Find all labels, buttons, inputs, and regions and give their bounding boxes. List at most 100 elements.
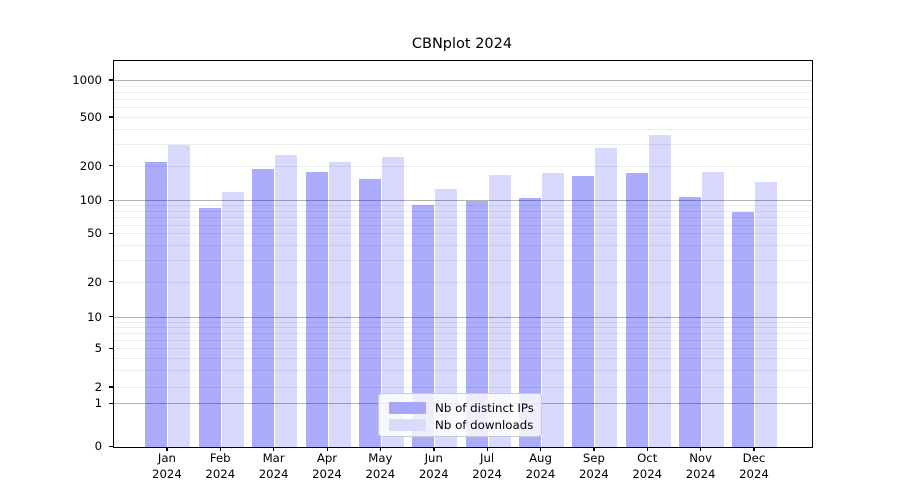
x-tick-label-aug: Aug 2024 bbox=[525, 451, 556, 481]
x-tick-label-apr: Apr 2024 bbox=[312, 451, 342, 481]
x-tick-label-mar: Mar 2024 bbox=[258, 451, 289, 481]
bar-ips-jan bbox=[145, 162, 168, 447]
x-tick-mark bbox=[486, 447, 488, 451]
x-tick-label-jan: Jan 2024 bbox=[152, 451, 182, 481]
bar-ips-jun bbox=[412, 204, 435, 447]
bar-ips-jul bbox=[465, 201, 488, 447]
x-tick-mark bbox=[166, 447, 168, 451]
bar-downloads-jul bbox=[488, 174, 511, 447]
minor-gridline bbox=[114, 245, 812, 247]
bar-ips-oct bbox=[625, 172, 648, 447]
minor-gridline bbox=[114, 128, 812, 130]
x-tick-mark bbox=[273, 447, 275, 451]
bar-downloads-apr bbox=[328, 161, 351, 447]
x-tick-label-dec: Dec 2024 bbox=[739, 451, 769, 481]
bar-downloads-sep bbox=[595, 147, 618, 447]
bar-ips-mar bbox=[252, 169, 275, 447]
y-tick-label-20: 20 bbox=[87, 274, 102, 289]
legend-swatch-downloads bbox=[389, 418, 426, 431]
minor-gridline bbox=[114, 217, 812, 219]
bar-downloads-may bbox=[381, 156, 404, 447]
minor-gridline bbox=[114, 326, 812, 328]
bar-downloads-oct bbox=[648, 135, 671, 447]
y-tick-mark bbox=[109, 165, 113, 167]
minor-gridline bbox=[114, 233, 812, 235]
x-tick-label-feb: Feb 2024 bbox=[205, 451, 236, 481]
x-tick-mark bbox=[379, 447, 382, 451]
chart-title: CBNplot 2024 bbox=[411, 36, 513, 52]
x-tick-mark bbox=[326, 447, 328, 451]
minor-gridline bbox=[114, 165, 812, 167]
minor-gridline bbox=[114, 357, 812, 359]
y-tick-label-2: 2 bbox=[94, 379, 102, 394]
minor-gridline bbox=[114, 98, 812, 100]
y-tick-label-500: 500 bbox=[79, 109, 102, 124]
y-tick-label-1: 1 bbox=[94, 396, 102, 411]
x-tick-mark bbox=[539, 447, 542, 451]
x-tick-mark bbox=[593, 447, 595, 451]
minor-gridline bbox=[114, 260, 812, 262]
bar-downloads-jun bbox=[435, 189, 458, 447]
minor-gridline bbox=[114, 210, 812, 212]
minor-gridline bbox=[114, 348, 812, 350]
legend-label-distinct-ips: Nb of distinct IPs bbox=[435, 400, 534, 415]
x-tick-label-nov: Nov 2024 bbox=[685, 451, 716, 481]
bar-ips-may bbox=[358, 179, 381, 447]
minor-gridline bbox=[114, 340, 812, 341]
y-tick-label-10: 10 bbox=[87, 309, 102, 324]
bar-ips-nov bbox=[679, 197, 702, 447]
minor-gridline bbox=[114, 224, 812, 226]
major-gridline bbox=[114, 316, 812, 318]
y-tick-mark bbox=[109, 79, 113, 81]
major-gridline bbox=[114, 80, 812, 81]
x-tick-mark bbox=[646, 447, 649, 451]
minor-gridline bbox=[114, 85, 812, 87]
x-tick-mark bbox=[700, 447, 702, 451]
minor-gridline bbox=[114, 205, 812, 207]
minor-gridline bbox=[114, 91, 812, 93]
y-tick-mark bbox=[109, 232, 113, 235]
y-tick-label-200: 200 bbox=[79, 158, 102, 173]
major-gridline bbox=[114, 200, 812, 202]
bar-downloads-feb bbox=[221, 191, 244, 447]
legend-row-downloads: Nb of downloads bbox=[389, 416, 541, 433]
plot-area bbox=[113, 60, 813, 448]
bar-ips-apr bbox=[305, 172, 328, 447]
bar-downloads-aug bbox=[541, 173, 564, 447]
y-tick-label-5: 5 bbox=[94, 341, 102, 356]
bar-ips-feb bbox=[198, 207, 221, 447]
bar-downloads-jan bbox=[168, 145, 191, 447]
x-tick-label-jul: Jul 2024 bbox=[472, 451, 502, 481]
x-tick-label-jun: Jun 2024 bbox=[418, 451, 449, 481]
bar-ips-aug bbox=[518, 198, 541, 447]
y-tick-mark bbox=[109, 199, 113, 201]
bar-downloads-nov bbox=[702, 171, 725, 447]
legend: Nb of distinct IPs Nb of downloads bbox=[378, 393, 542, 437]
bar-downloads-mar bbox=[275, 154, 298, 447]
minor-gridline bbox=[114, 332, 812, 334]
bar-downloads-dec bbox=[755, 182, 778, 447]
legend-row-distinct-ips: Nb of distinct IPs bbox=[389, 399, 541, 416]
y-tick-mark bbox=[109, 386, 113, 388]
legend-swatch-distinct-ips bbox=[389, 401, 426, 414]
legend-label-downloads: Nb of downloads bbox=[435, 417, 534, 432]
bar-ips-sep bbox=[572, 176, 595, 447]
y-tick-mark bbox=[109, 445, 113, 447]
x-tick-mark bbox=[433, 447, 435, 451]
minor-gridline bbox=[114, 281, 812, 283]
y-tick-mark bbox=[109, 116, 113, 118]
y-tick-mark bbox=[109, 402, 113, 405]
x-tick-mark bbox=[219, 447, 222, 451]
y-tick-mark bbox=[109, 281, 113, 283]
minor-gridline bbox=[114, 369, 812, 371]
minor-gridline bbox=[114, 116, 812, 118]
y-tick-label-100: 100 bbox=[79, 193, 102, 207]
minor-gridline bbox=[114, 107, 812, 109]
y-tick-mark bbox=[109, 316, 113, 318]
y-tick-label-1000: 1000 bbox=[72, 72, 102, 87]
minor-gridline bbox=[114, 386, 812, 388]
x-tick-label-oct: Oct 2024 bbox=[632, 451, 663, 481]
y-tick-label-0: 0 bbox=[94, 439, 102, 453]
y-tick-mark bbox=[109, 347, 113, 350]
